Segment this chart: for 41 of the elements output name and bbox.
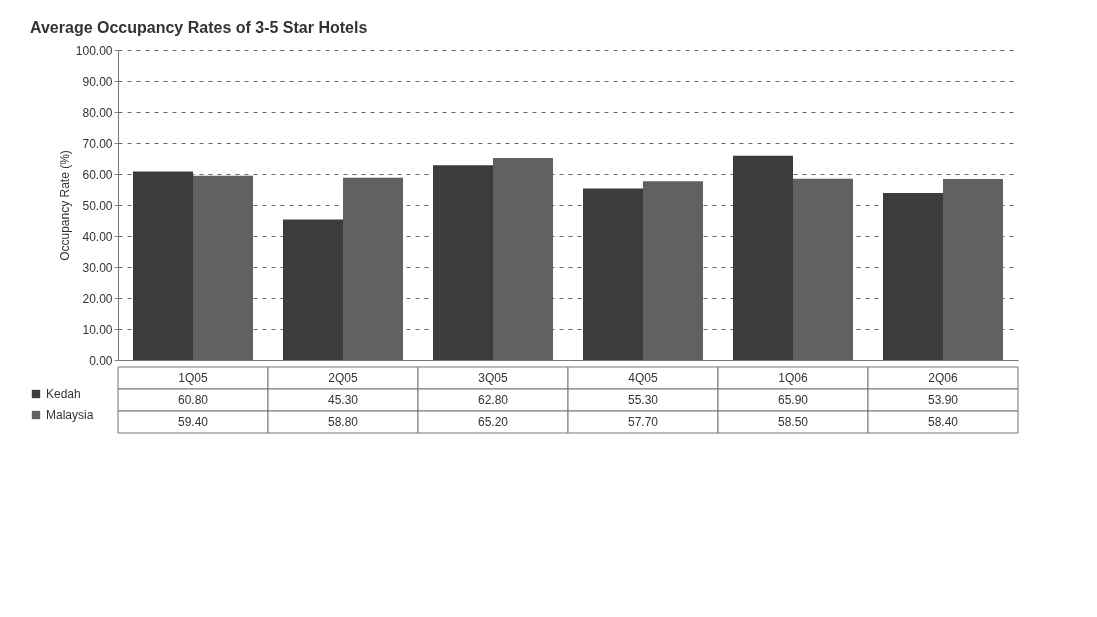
data-label: 45.30 (327, 393, 359, 407)
y-tick-label: 40.00 (82, 229, 113, 244)
data-label: 62.80 (477, 393, 509, 407)
x-tick-label: 2Q06 (928, 371, 958, 385)
bar (343, 177, 403, 360)
bar (583, 188, 643, 360)
data-label: 59.40 (177, 415, 209, 429)
x-tick-label: 3Q05 (478, 371, 508, 385)
x-tick-label: 1Q05 (178, 371, 208, 385)
bar (733, 155, 793, 360)
data-label: 53.90 (927, 393, 959, 407)
data-label: 65.90 (777, 393, 809, 407)
data-label: 65.20 (477, 415, 509, 429)
chart-title: Average Occupancy Rates of 3-5 Star Hotels (30, 19, 368, 36)
y-axis-title: Occupancy Rate (%) (57, 150, 72, 261)
y-tick-label: 100.00 (75, 43, 113, 58)
data-label: 60.80 (177, 393, 209, 407)
bar (793, 178, 853, 360)
data-label: 58.50 (777, 415, 809, 429)
y-tick-label: 20.00 (82, 291, 113, 306)
bar (433, 165, 493, 360)
y-tick-label: 30.00 (82, 260, 113, 275)
data-label: 58.40 (927, 415, 959, 429)
bar (283, 219, 343, 360)
data-label: 55.30 (627, 393, 659, 407)
data-label: 58.80 (327, 415, 359, 429)
x-tick-label: 2Q05 (328, 371, 358, 385)
legend-label: Malaysia (46, 408, 94, 422)
bar (883, 192, 943, 360)
y-tick-label: 0.00 (89, 353, 113, 368)
x-tick-label: 1Q06 (778, 371, 808, 385)
y-tick-label: 60.00 (82, 167, 113, 182)
y-tick-label: 10.00 (82, 322, 113, 337)
y-tick-label: 50.00 (82, 198, 113, 213)
y-tick-label: 70.00 (82, 136, 113, 151)
bar (133, 171, 193, 360)
x-tick-label: 4Q05 (628, 371, 658, 385)
y-tick-label: 80.00 (82, 105, 113, 120)
data-label: 57.70 (627, 415, 659, 429)
legend-label: Kedah (46, 387, 81, 401)
y-tick-label: 90.00 (82, 74, 113, 89)
